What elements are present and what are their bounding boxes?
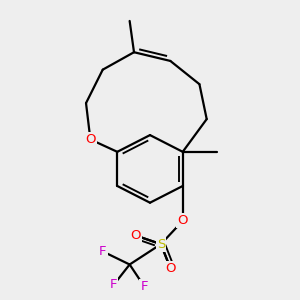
Text: O: O (130, 229, 141, 242)
Text: S: S (157, 238, 165, 250)
Text: F: F (99, 245, 106, 258)
Text: F: F (140, 280, 148, 293)
Text: O: O (178, 214, 188, 227)
Text: O: O (165, 262, 175, 275)
Text: O: O (85, 133, 96, 146)
Text: F: F (110, 278, 117, 291)
